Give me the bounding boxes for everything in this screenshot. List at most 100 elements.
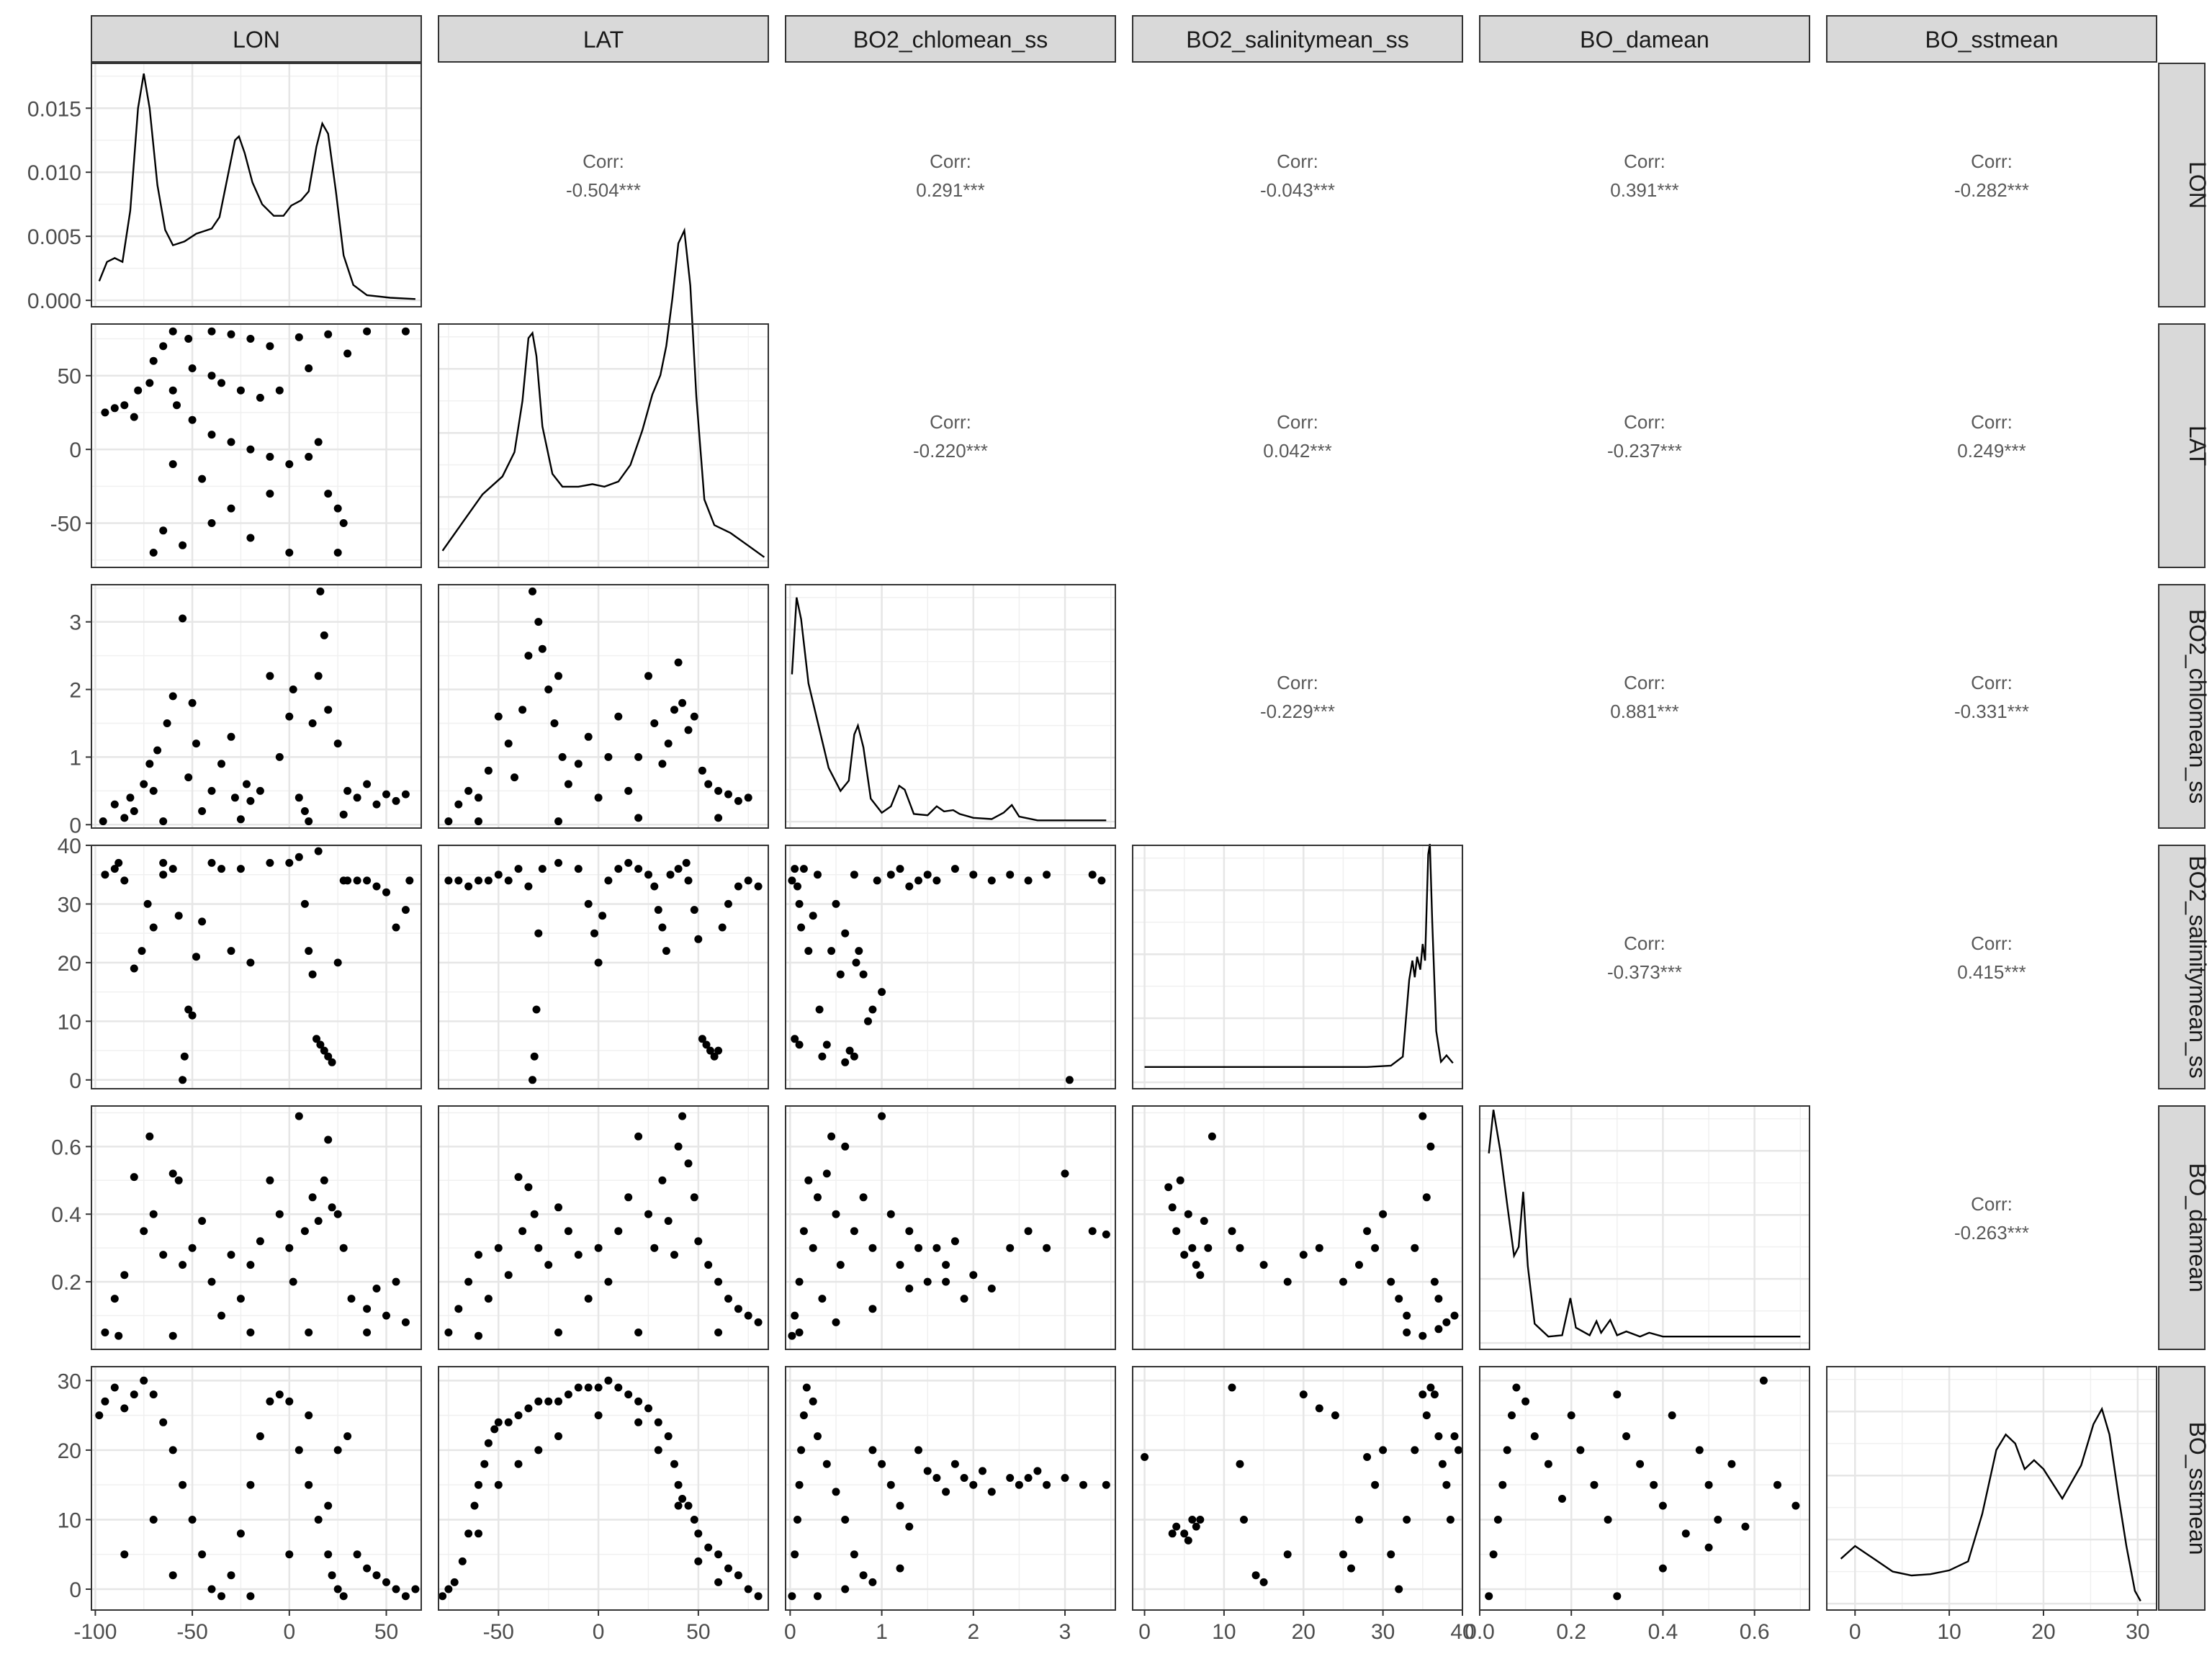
scatter-point: [392, 923, 400, 932]
scatter-point: [960, 1295, 968, 1303]
scatter-point: [363, 876, 372, 885]
scatter-point: [1331, 1411, 1339, 1420]
scatter-point: [343, 786, 352, 795]
scatter-point: [684, 1159, 693, 1168]
scatter-point: [704, 1261, 713, 1269]
right-strip: [2158, 1366, 2206, 1611]
scatter-point: [878, 1112, 886, 1120]
scatter-point: [914, 876, 922, 885]
scatter-point: [159, 871, 168, 879]
scatter-point: [942, 1261, 950, 1269]
scatter-point: [1168, 1203, 1177, 1212]
scatter-point: [744, 793, 752, 802]
scatter-point: [217, 760, 225, 768]
panel-background: [1133, 1106, 1462, 1349]
scatter-point: [868, 1005, 877, 1014]
right-strip-label: BO_sstmean: [2185, 1422, 2211, 1555]
scatter-point: [217, 1311, 225, 1320]
panel-background: [1133, 845, 1462, 1089]
scatter-point: [324, 330, 333, 338]
scatter-point: [266, 672, 274, 680]
scatter-point: [724, 1564, 732, 1573]
panel-BO2_salinitymean_ss-LON: [91, 844, 422, 1089]
scatter-point: [674, 865, 683, 873]
scatter-point: [484, 1439, 493, 1447]
corr-label: Corr:: [583, 150, 624, 172]
scatter-point: [1773, 1480, 1781, 1489]
panel-border: [1132, 845, 1463, 1089]
scatter-point: [114, 1331, 123, 1340]
scatter-point: [886, 871, 895, 879]
scatter-point: [145, 760, 154, 768]
scatter-point: [347, 1295, 356, 1303]
scatter-point: [180, 1052, 189, 1061]
scatter-point: [864, 1017, 872, 1025]
scatter-point: [120, 1550, 129, 1559]
scatter-point: [704, 780, 713, 788]
scatter-point: [896, 1261, 904, 1269]
panel-border: [91, 1105, 422, 1350]
scatter-point: [266, 1176, 274, 1184]
scatter-point: [634, 814, 643, 822]
scatter-point: [1426, 1383, 1435, 1392]
scatter-point: [886, 1480, 895, 1489]
scatter-point: [1419, 1390, 1427, 1399]
scatter-point: [654, 906, 662, 914]
scatter-point: [694, 1557, 703, 1565]
panel-BO2_salinitymean_ss-BO_sstmean: Corr: 0.415***: [1957, 932, 2026, 983]
panel-LON-BO_damean: Corr: 0.391***: [1610, 150, 1678, 201]
scatter-point: [1088, 871, 1097, 879]
scatter-point: [604, 1376, 613, 1385]
corr-label: Corr:: [1624, 672, 1665, 693]
scatter-point: [145, 379, 154, 387]
scatter-point: [868, 1578, 877, 1586]
scatter-point: [868, 1244, 877, 1252]
y-tick-label: 1: [69, 746, 81, 770]
scatter-point: [942, 1277, 950, 1286]
scatter-point: [320, 1176, 328, 1184]
scatter-point: [130, 413, 138, 421]
scatter-point: [554, 858, 562, 867]
scatter-point: [564, 1227, 572, 1236]
x-tick-label: 30: [1371, 1620, 1395, 1644]
scatter-point: [1422, 1193, 1431, 1202]
scatter-point: [534, 1244, 543, 1252]
scatter-point: [289, 685, 297, 693]
scatter-point: [207, 1585, 216, 1593]
panel-background: [1480, 1106, 1809, 1349]
scatter-point: [295, 333, 303, 341]
scatter-point: [1141, 1453, 1149, 1461]
scatter-point: [950, 865, 959, 873]
panel-BO_sstmean-BO_sstmean: [1826, 1366, 2157, 1611]
scatter-point: [168, 1446, 177, 1455]
panel-background: [439, 585, 768, 828]
scatter-point: [179, 1480, 187, 1489]
scatter-point: [702, 1040, 711, 1049]
corr-label: Corr:: [1971, 672, 2013, 693]
y-tick-label: 20: [58, 1439, 81, 1463]
scatter-point: [230, 793, 239, 802]
scatter-point: [1251, 1571, 1260, 1580]
scatter-point: [950, 1460, 959, 1468]
scatter-point: [1455, 1446, 1462, 1455]
scatter-point: [1714, 1516, 1722, 1524]
right-strip-label: BO2_chlomean_ss: [2185, 609, 2211, 804]
panel-border: [91, 63, 422, 307]
scatter-point: [130, 1390, 138, 1399]
scatter-point: [594, 1411, 603, 1420]
scatter-point: [664, 1432, 673, 1441]
scatter-point: [1411, 1244, 1419, 1252]
scatter-point: [584, 732, 593, 741]
scatter-point: [1180, 1529, 1189, 1538]
scatter-point: [744, 1585, 752, 1593]
scatter-point: [1363, 1453, 1372, 1461]
scatter-point: [324, 1501, 333, 1510]
scatter-point: [198, 807, 207, 815]
scatter-point: [130, 964, 138, 973]
scatter-point: [564, 780, 572, 788]
scatter-point: [624, 1390, 633, 1399]
panel-BO2_salinitymean_ss-BO2_chlomean_ss: [785, 844, 1116, 1089]
scatter-point: [475, 1480, 482, 1489]
scatter-point: [1613, 1592, 1622, 1601]
x-tick-label: 0.4: [1648, 1620, 1678, 1644]
